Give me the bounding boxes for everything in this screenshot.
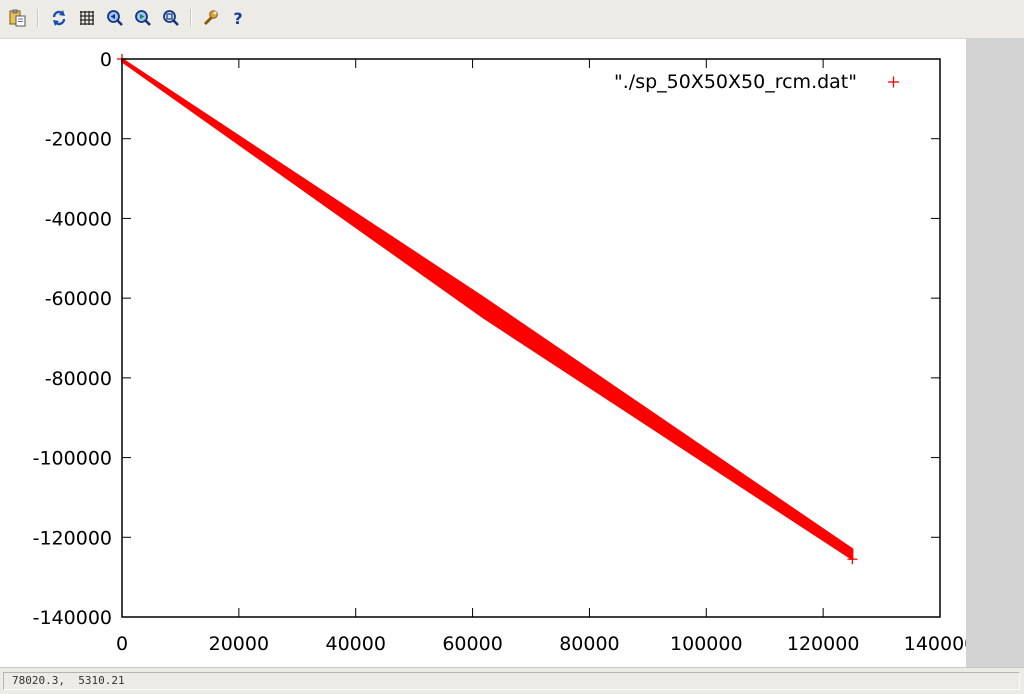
x-tick-label: 60000 — [442, 633, 502, 655]
y-tick-label: -60000 — [45, 288, 112, 310]
help-icon[interactable]: ? — [226, 6, 250, 30]
toolbar: ? — [0, 0, 1024, 39]
zoom-previous-icon[interactable] — [103, 6, 127, 30]
side-panel — [966, 38, 1024, 667]
replot-icon[interactable] — [47, 6, 71, 30]
x-tick-label: 120000 — [787, 633, 860, 655]
unzoom-icon[interactable] — [159, 6, 183, 30]
copy-clipboard-icon[interactable] — [6, 6, 30, 30]
options-wrench-icon[interactable] — [198, 6, 222, 30]
data-series-band — [117, 54, 858, 565]
legend: "./sp_50X50X50_rcm.dat" — [614, 71, 899, 93]
zoom-next-icon[interactable] — [131, 6, 155, 30]
toolbar-separator — [37, 9, 39, 27]
series-band — [121, 58, 854, 561]
svg-text:?: ? — [233, 9, 242, 27]
y-tick-label: 0 — [100, 49, 112, 71]
y-tick-label: -120000 — [33, 527, 112, 549]
x-axis: 0 20000 40000 60000 80000 100000 120000 140000 — [116, 59, 966, 655]
x-tick-label: 100000 — [670, 633, 743, 655]
x-tick-label: 140000 — [904, 633, 966, 655]
legend-label: "./sp_50X50X50_rcm.dat" — [614, 71, 857, 93]
plot-area[interactable]: 0 20000 40000 60000 80000 100000 120000 14000 0 … — [0, 38, 966, 667]
legend-marker — [888, 76, 899, 88]
toolbar-separator — [190, 9, 192, 27]
mouse-coordinates: 78020.3, 5310.21 — [3, 672, 1020, 690]
y-tick-label: -40000 — [45, 208, 112, 230]
x-tick-label: 80000 — [559, 633, 619, 655]
x-tick-label: 40000 — [325, 633, 385, 655]
plot-frame — [121, 58, 941, 618]
y-tick-label: -80000 — [45, 368, 112, 390]
y-tick-label: -100000 — [33, 448, 112, 470]
x-tick-label: 20000 — [209, 633, 269, 655]
x-tick-label: 0 — [116, 633, 128, 655]
y-tick-label: -20000 — [45, 129, 112, 151]
grid-icon[interactable] — [75, 6, 99, 30]
y-axis: 0 -20000 -40000 -60000 -80000 -100000 -120000 -… — [33, 49, 940, 629]
y-tick-label: -140000 — [33, 607, 112, 629]
status-bar: 78020.3, 5310.21 — [0, 667, 1024, 694]
